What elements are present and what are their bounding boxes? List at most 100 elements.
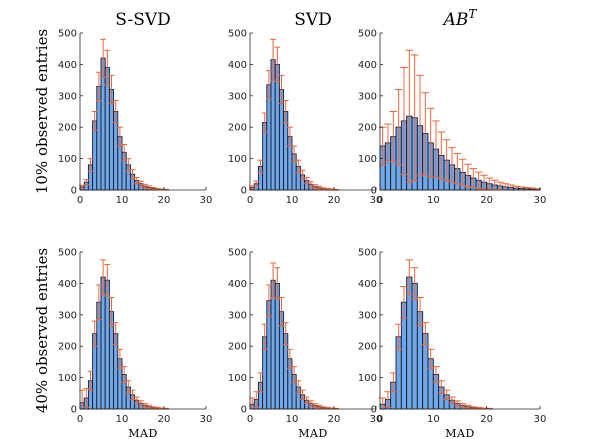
error-bar: [137, 180, 144, 187]
error-bar: [125, 380, 132, 394]
chart-panel-5: 0 100 200 300 400 500 0 10 20 30 MAD: [228, 248, 382, 439]
y-tick-label: 200: [228, 123, 247, 134]
chart-panel-6: 0 100 200 300 400 500 0 10 20 30 MAD: [358, 248, 546, 439]
histogram-bar: [406, 276, 413, 410]
histogram-bar: [274, 63, 280, 191]
error-bar: [517, 186, 526, 190]
error-bar: [91, 111, 98, 131]
error-bar: [278, 74, 285, 105]
chart-title: S-SVD: [115, 10, 171, 30]
error-bar: [432, 120, 440, 178]
x-tick-label: 0: [77, 414, 83, 425]
y-tick-label: 500: [358, 29, 377, 40]
histogram-bar: [108, 89, 115, 191]
x-tick-label: 10: [427, 195, 440, 206]
error-bar: [312, 184, 319, 189]
error-bar: [261, 323, 268, 350]
x-tick-label: 30: [370, 195, 383, 206]
error-bar: [416, 74, 424, 177]
error-bar: [295, 380, 302, 394]
error-bar: [458, 403, 467, 408]
error-bar: [464, 163, 472, 188]
error-bar: [83, 388, 90, 408]
x-tick-label: 10: [427, 414, 440, 425]
error-bar: [448, 396, 456, 404]
error-bar: [307, 400, 314, 407]
y-tick-label: 200: [58, 342, 77, 353]
y-tick-label: 100: [228, 373, 247, 384]
chart-panel-4: 0 100 200 300 400 500 0 10 20 30 MAD 40% observed e…: [33, 248, 212, 439]
x-tick-label: 10: [116, 414, 129, 425]
x-tick-label: 10: [116, 195, 129, 206]
error-bar: [265, 284, 272, 317]
histogram-bar: [283, 111, 289, 191]
y-tick-label: 300: [358, 91, 377, 102]
y-tick-label: 400: [58, 60, 77, 71]
error-bar: [286, 348, 293, 369]
error-bar: [104, 49, 111, 86]
x-tick-label: 20: [328, 195, 341, 206]
y-tick-label: 0: [371, 405, 377, 416]
error-bar: [129, 389, 136, 401]
error-bar: [506, 184, 515, 190]
error-bar: [299, 169, 306, 181]
error-bar: [512, 185, 520, 190]
x-tick-label: 0: [77, 195, 83, 206]
error-bar: [265, 70, 272, 100]
y-tick-label: 300: [358, 310, 377, 321]
y-tick-label: 300: [228, 91, 247, 102]
error-bar: [405, 49, 414, 183]
error-bar: [295, 159, 302, 174]
error-bar: [91, 320, 98, 347]
error-bar: [437, 131, 446, 180]
histogram-bar: [113, 111, 119, 191]
y-tick-label: 0: [71, 405, 77, 416]
y-tick-label: 0: [241, 405, 247, 416]
y-tick-label: 400: [228, 279, 247, 290]
x-tick-label: 0: [247, 195, 253, 206]
y-tick-label: 400: [358, 60, 377, 71]
histogram-bar: [92, 120, 98, 191]
y-tick-label: 300: [58, 91, 77, 102]
histogram-bar: [274, 282, 280, 410]
histogram-bar: [100, 276, 106, 410]
chart-title: ABT: [442, 7, 478, 30]
error-bar: [474, 171, 483, 189]
y-tick-label: 500: [358, 248, 377, 259]
y-tick-label: 100: [228, 154, 247, 165]
error-bar: [112, 100, 119, 123]
error-bar: [442, 139, 451, 182]
y-tick-label: 100: [58, 373, 77, 384]
error-bar: [291, 366, 298, 383]
error-bar: [501, 183, 510, 190]
error-bar: [394, 89, 403, 166]
y-tick-label: 300: [228, 310, 247, 321]
error-bar: [257, 159, 264, 174]
error-bar: [108, 297, 115, 327]
x-tick-label: 10: [286, 414, 299, 425]
x-tick-label: 20: [158, 195, 171, 206]
y-tick-label: 300: [58, 310, 77, 321]
row-label: 10% observed entries: [33, 29, 51, 194]
error-bar: [142, 183, 149, 189]
error-bar: [405, 259, 414, 295]
error-bar: [421, 322, 430, 346]
y-tick-label: 100: [358, 154, 377, 165]
error-bar: [421, 92, 430, 175]
histogram-bar: [104, 67, 110, 191]
y-tick-label: 500: [228, 248, 247, 259]
x-tick-label: 20: [328, 414, 341, 425]
x-tick-label: 0: [377, 195, 383, 206]
histogram-bar: [100, 57, 106, 191]
chart-panel-1: 0 100 200 300 400 500 0 10 20 30 S-SVD 10% observed…: [33, 10, 212, 206]
error-bar: [389, 111, 398, 163]
error-bar: [261, 112, 268, 133]
x-axis-label: MAD: [445, 427, 475, 439]
error-bar: [270, 262, 277, 299]
x-tick-label: 30: [534, 195, 547, 206]
error-bar: [394, 323, 403, 350]
y-tick-label: 400: [228, 60, 247, 71]
error-bar: [100, 38, 107, 78]
error-bar: [125, 158, 132, 172]
x-tick-label: 30: [200, 195, 213, 206]
